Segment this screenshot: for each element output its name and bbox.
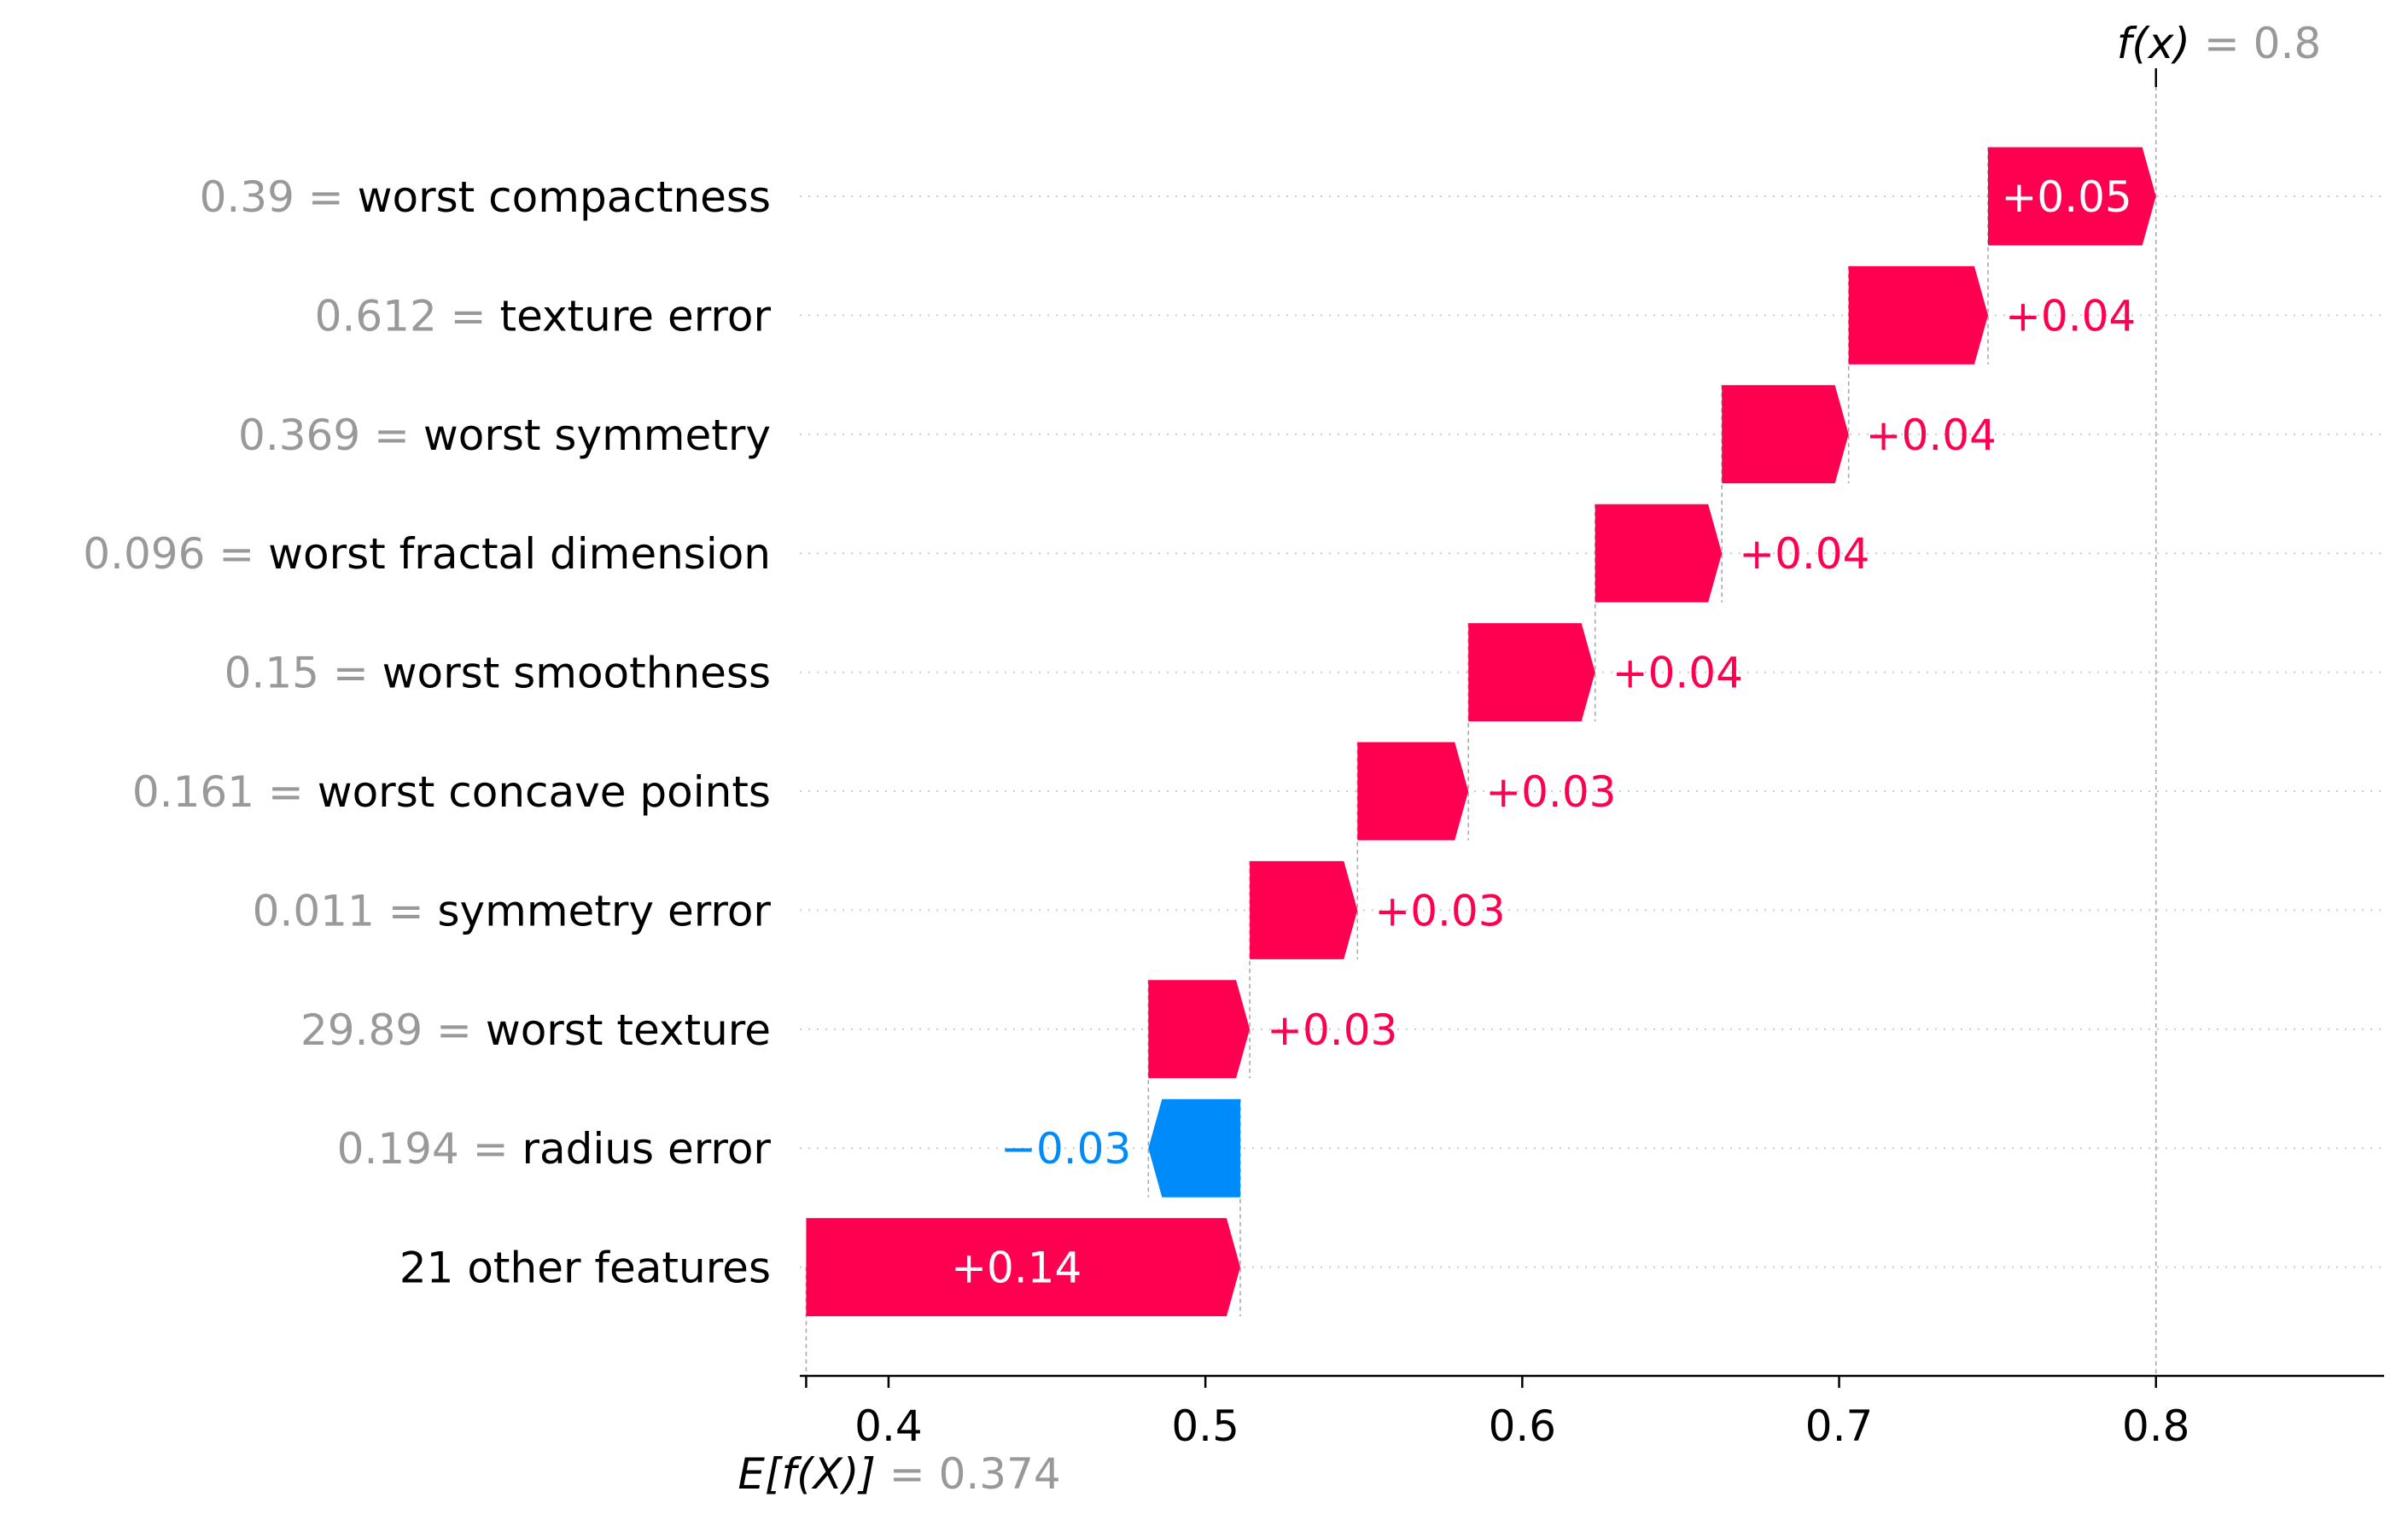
x-tick-label: 0.8	[2122, 1401, 2190, 1451]
bar-value-label: −0.03	[1000, 1124, 1131, 1174]
positive-bar	[1357, 742, 1469, 841]
feature-label: 0.194 = radius error	[337, 1124, 772, 1174]
x-tick-label: 0.5	[1171, 1401, 1239, 1451]
base-value-annotation: E[f(X)] = 0.374	[738, 1449, 1060, 1499]
feature-name: worst compactness	[358, 172, 771, 222]
base-value-number: = 0.374	[876, 1449, 1061, 1499]
feature-bars	[806, 147, 2156, 1317]
feature-name: worst concave points	[318, 767, 771, 817]
positive-bar	[1468, 623, 1595, 722]
bar-value-label: +0.14	[951, 1244, 1082, 1293]
bar-value-label: +0.04	[1739, 529, 1869, 579]
feature-labels: 0.39 = worst compactness 0.612 = texture …	[83, 172, 771, 1293]
output-value-number: = 0.8	[2190, 19, 2321, 68]
feature-name: worst fractal dimension	[268, 529, 771, 579]
bar-value-label: +0.03	[1374, 886, 1505, 935]
bar-value-label: +0.05	[2002, 172, 2132, 222]
feature-name: radius error	[522, 1124, 771, 1174]
feature-label: 21 other features	[399, 1244, 771, 1293]
feature-name: texture error	[499, 291, 771, 341]
bar-value-label: +0.03	[1267, 1005, 1397, 1055]
feature-name: 21 other features	[399, 1244, 771, 1293]
feature-label: 0.39 = worst compactness	[200, 172, 771, 222]
x-tick-label: 0.4	[854, 1401, 923, 1451]
x-axis: 0.4 0.5 0.6 0.7 0.8	[800, 68, 2384, 1451]
feature-label: 0.369 = worst symmetry	[238, 411, 771, 460]
feature-label: 0.612 = texture error	[315, 291, 772, 341]
feature-value: 0.096 =	[83, 529, 268, 579]
base-value-function: E[f(X)]	[738, 1449, 875, 1499]
feature-value: 0.612 =	[315, 291, 500, 341]
positive-bar	[1848, 265, 1988, 364]
bar-value-label: +0.03	[1485, 767, 1616, 817]
feature-value: 0.194 =	[337, 1124, 522, 1174]
feature-name: worst texture	[486, 1005, 771, 1055]
feature-value: 0.369 =	[238, 411, 423, 460]
feature-value: 29.89 =	[300, 1005, 486, 1055]
x-tick-label: 0.7	[1805, 1401, 1874, 1451]
feature-name: worst symmetry	[423, 411, 771, 460]
x-tick-label: 0.6	[1489, 1401, 1557, 1451]
feature-value: 0.15 =	[224, 649, 382, 698]
feature-name: worst smoothness	[382, 649, 771, 698]
feature-value: 0.011 =	[253, 886, 438, 935]
bar-value-label: +0.04	[2005, 291, 2136, 341]
connector-lines	[805, 79, 2157, 1376]
positive-bar	[806, 1218, 1240, 1317]
positive-bar	[1988, 147, 2156, 246]
value-annotations: +0.05 +0.04 +0.04 +0.04 +0.04 +0.03 +0.03 +0.03…	[738, 19, 2321, 1499]
feature-value: 0.39 =	[200, 172, 358, 222]
positive-bar	[1148, 980, 1251, 1079]
positive-bar	[1595, 504, 1723, 603]
feature-label: 0.15 = worst smoothness	[224, 649, 771, 698]
output-value-function: f(x)	[2117, 19, 2190, 68]
feature-value: 0.161 =	[132, 767, 318, 817]
negative-bar	[1148, 1098, 1240, 1197]
feature-label: 0.161 = worst concave points	[132, 767, 771, 817]
bar-value-label: +0.04	[1866, 411, 1997, 460]
feature-label: 29.89 = worst texture	[300, 1005, 771, 1055]
bar-value-label: +0.04	[1612, 649, 1743, 698]
positive-bar	[1250, 860, 1358, 959]
row-gridlines	[800, 195, 2384, 1268]
feature-name: symmetry error	[437, 886, 771, 935]
feature-label: 0.011 = symmetry error	[253, 886, 772, 935]
positive-bar	[1722, 385, 1849, 484]
output-value-annotation: f(x) = 0.8	[2117, 19, 2321, 68]
feature-label: 0.096 = worst fractal dimension	[83, 529, 771, 579]
